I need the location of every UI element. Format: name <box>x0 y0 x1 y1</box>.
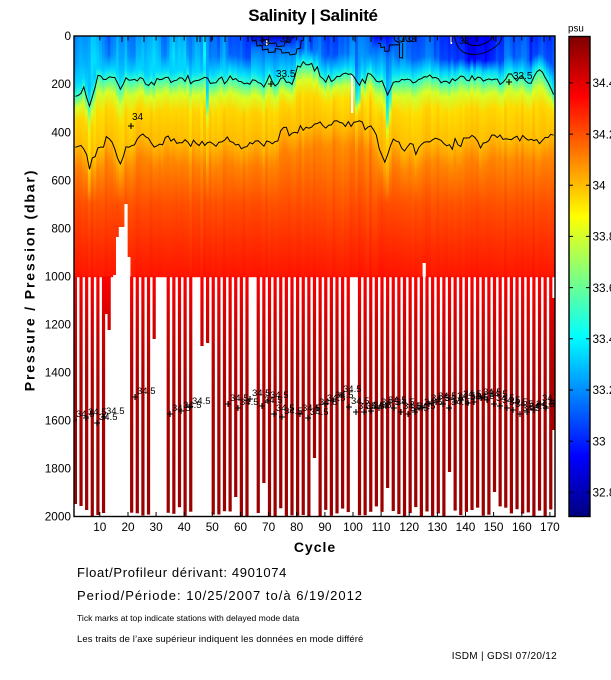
svg-text:33.5: 33.5 <box>276 69 296 80</box>
svg-text:34: 34 <box>132 112 144 123</box>
svg-text:1400: 1400 <box>45 366 72 380</box>
svg-text:70: 70 <box>262 520 276 534</box>
svg-text:160: 160 <box>512 520 532 534</box>
svg-text:30: 30 <box>150 520 164 534</box>
svg-text:90: 90 <box>318 520 332 534</box>
svg-text:140: 140 <box>456 520 476 534</box>
svg-text:40: 40 <box>178 520 192 534</box>
svg-text:34.4: 34.4 <box>593 76 611 90</box>
svg-text:34.2: 34.2 <box>593 127 611 141</box>
svg-text:150: 150 <box>484 520 504 534</box>
svg-text:1800: 1800 <box>45 462 72 476</box>
svg-text:Float/Profileur dérivant: 4901: Float/Profileur dérivant: 4901074 <box>77 565 287 580</box>
svg-text:100: 100 <box>343 520 363 534</box>
svg-text:2000: 2000 <box>45 510 72 524</box>
svg-text:Period/Période: 10/25/2007 to/: Period/Période: 10/25/2007 to/à 6/19/201… <box>77 588 363 603</box>
svg-text:110: 110 <box>372 520 391 534</box>
svg-text:50: 50 <box>206 520 220 534</box>
svg-text:10: 10 <box>93 520 107 534</box>
svg-text:1000: 1000 <box>45 269 72 283</box>
svg-text:34.5: 34.5 <box>270 390 289 401</box>
svg-text:ISDM | GDSI 07/20/12: ISDM | GDSI 07/20/12 <box>452 651 557 662</box>
svg-text:600: 600 <box>51 173 71 187</box>
svg-text:33.5: 33.5 <box>513 71 533 82</box>
svg-text:120: 120 <box>399 520 419 534</box>
svg-text:34.5: 34.5 <box>137 386 156 397</box>
svg-text:33: 33 <box>459 36 469 46</box>
svg-text:Les traits de l’axe supérieur: Les traits de l’axe supérieur indiquent … <box>77 634 363 645</box>
svg-text:33.8: 33.8 <box>593 230 611 244</box>
svg-text:32.8: 32.8 <box>593 486 611 500</box>
svg-text:34.5: 34.5 <box>192 396 211 407</box>
svg-text:34.5: 34.5 <box>106 406 125 417</box>
svg-text:33.2: 33.2 <box>593 383 611 397</box>
svg-text:170: 170 <box>540 520 560 534</box>
svg-text:33: 33 <box>593 434 607 448</box>
svg-text:33: 33 <box>259 38 269 48</box>
svg-text:80: 80 <box>290 520 304 534</box>
svg-text:1200: 1200 <box>45 318 72 332</box>
svg-text:200: 200 <box>51 77 71 91</box>
svg-text:Salinity | Salinité: Salinity | Salinité <box>248 6 377 25</box>
svg-text:1600: 1600 <box>45 414 72 428</box>
svg-text:800: 800 <box>51 221 71 235</box>
svg-text:33.6: 33.6 <box>593 281 611 295</box>
svg-text:34.5: 34.5 <box>310 407 329 418</box>
svg-text:34: 34 <box>593 179 607 193</box>
svg-text:Cycle: Cycle <box>294 539 336 555</box>
svg-text:0: 0 <box>64 29 71 43</box>
svg-text:Tick marks at top indicate sta: Tick marks at top indicate stations with… <box>77 613 299 623</box>
svg-text:60: 60 <box>234 520 248 534</box>
svg-text:psu: psu <box>568 24 584 35</box>
svg-text:400: 400 <box>51 125 71 139</box>
svg-text:20: 20 <box>121 520 135 534</box>
svg-text:130: 130 <box>428 520 448 534</box>
svg-text:34.5: 34.5 <box>343 384 362 395</box>
svg-text:33.4: 33.4 <box>593 332 611 346</box>
svg-text:Pressure / Pression (dbar): Pressure / Pression (dbar) <box>22 169 38 391</box>
